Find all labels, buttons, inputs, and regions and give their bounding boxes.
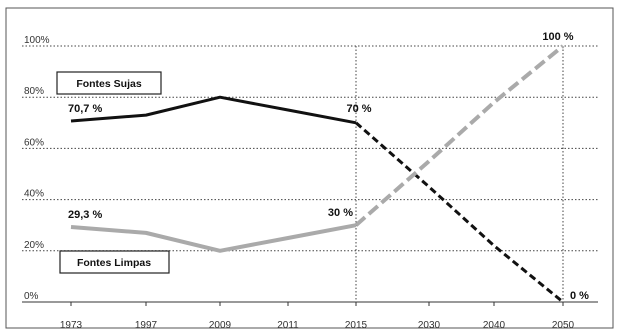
y-tick-label: 20%: [24, 240, 44, 251]
x-tick-label: 1973: [60, 320, 83, 331]
data-label: 70,7 %: [68, 103, 102, 115]
x-tick-label: 2030: [418, 320, 441, 331]
x-tick-label: 2011: [277, 320, 299, 331]
x-tick-label: 2009: [209, 320, 232, 331]
data-label: 0 %: [570, 290, 589, 302]
legend-fontes-sujas: Fontes Sujas: [56, 71, 162, 95]
series-line-0: [70, 95, 357, 125]
y-tick-label: 80%: [24, 86, 44, 97]
x-tick-label: 2040: [483, 320, 506, 331]
x-tick-label: 1997: [135, 320, 158, 331]
x-tick-label: 2050: [552, 320, 575, 331]
y-axis-ticks: 0% 20% 40% 60% 80% 100%: [24, 35, 50, 302]
legend-fontes-limpas-label: Fontes Limpas: [77, 257, 151, 269]
x-tick-label: 2015: [345, 320, 368, 331]
y-tick-label: 40%: [24, 189, 44, 200]
legend-fontes-limpas: Fontes Limpas: [59, 250, 170, 274]
y-tick-label: 0%: [24, 291, 39, 302]
grid-lines: [22, 45, 598, 303]
series-projection-1: [354, 44, 565, 227]
y-tick-label: 100%: [24, 35, 50, 46]
series-line-1: [70, 223, 357, 253]
data-labels: 70,7 % 70 % 0 % 29,3 % 30 % 100 %: [68, 31, 589, 302]
projection-guides: [355, 46, 564, 302]
legend-fontes-sujas-label: Fontes Sujas: [76, 78, 142, 90]
data-label: 29,3 %: [68, 209, 102, 221]
data-label: 30 %: [328, 207, 353, 219]
data-label: 70 %: [346, 103, 371, 115]
y-tick-label: 60%: [24, 137, 44, 148]
data-label: 100 %: [542, 31, 573, 43]
chart-frame: [5, 7, 614, 329]
x-axis-ticks: 1973 1997 2009 2011 2015 2030 2040 2050: [60, 302, 575, 331]
series-lines: [70, 44, 565, 304]
series-projection-0: [355, 121, 564, 304]
